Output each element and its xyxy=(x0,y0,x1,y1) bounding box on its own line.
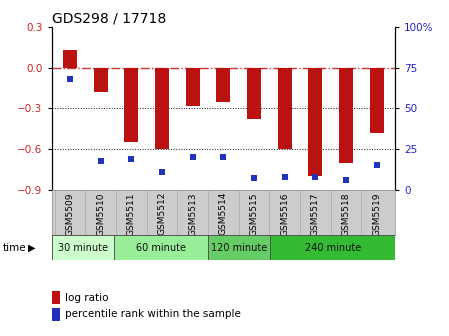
Bar xyxy=(247,68,261,119)
Bar xyxy=(208,235,270,260)
Text: 120 minute: 120 minute xyxy=(211,243,267,253)
Text: GSM5516: GSM5516 xyxy=(280,192,289,236)
Text: GSM5512: GSM5512 xyxy=(158,192,167,236)
Bar xyxy=(308,68,322,176)
Bar xyxy=(270,235,395,260)
Text: GSM5509: GSM5509 xyxy=(66,192,75,236)
Text: GSM5517: GSM5517 xyxy=(311,192,320,236)
Bar xyxy=(186,68,200,106)
Text: GSM5510: GSM5510 xyxy=(96,192,105,236)
Text: 60 minute: 60 minute xyxy=(136,243,186,253)
Text: percentile rank within the sample: percentile rank within the sample xyxy=(66,309,242,320)
Text: GSM5515: GSM5515 xyxy=(250,192,259,236)
Bar xyxy=(52,235,114,260)
Bar xyxy=(52,308,60,321)
Text: log ratio: log ratio xyxy=(66,293,109,303)
Text: GSM5513: GSM5513 xyxy=(188,192,197,236)
Text: GSM5511: GSM5511 xyxy=(127,192,136,236)
Text: GSM5518: GSM5518 xyxy=(342,192,351,236)
Text: 240 minute: 240 minute xyxy=(304,243,361,253)
Bar xyxy=(63,50,77,68)
Bar xyxy=(114,235,208,260)
Bar xyxy=(278,68,291,149)
Text: GSM5514: GSM5514 xyxy=(219,192,228,236)
Text: time: time xyxy=(2,243,26,253)
Text: GDS298 / 17718: GDS298 / 17718 xyxy=(52,12,166,26)
Text: ▶: ▶ xyxy=(28,243,35,253)
Bar xyxy=(155,68,169,149)
Bar xyxy=(339,68,353,163)
Text: GSM5519: GSM5519 xyxy=(372,192,381,236)
Bar xyxy=(124,68,138,142)
Text: 30 minute: 30 minute xyxy=(58,243,108,253)
Bar xyxy=(216,68,230,101)
Bar xyxy=(94,68,108,92)
Bar xyxy=(370,68,383,133)
Bar xyxy=(52,291,60,304)
